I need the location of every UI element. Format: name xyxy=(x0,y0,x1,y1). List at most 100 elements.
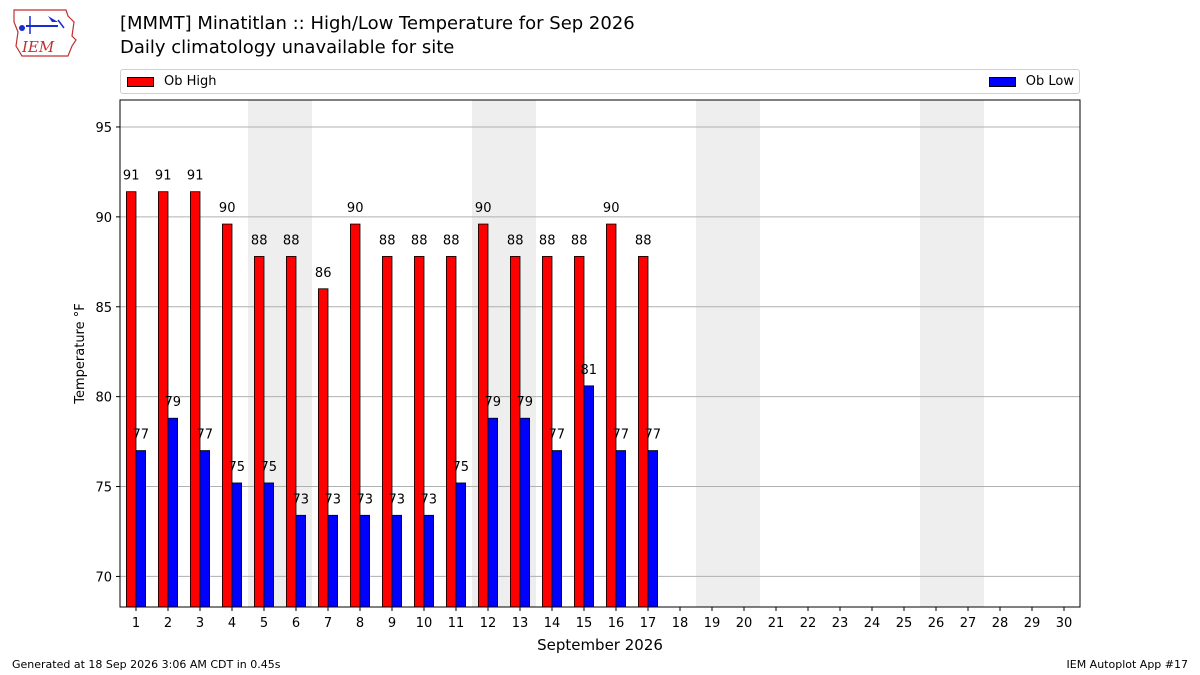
x-tick-label: 13 xyxy=(512,616,529,631)
x-tick-label: 3 xyxy=(196,616,204,631)
bar-label-high: 90 xyxy=(475,201,492,216)
iem-logo: IEM xyxy=(8,6,80,58)
bar-low xyxy=(231,482,242,608)
bar-label-high: 88 xyxy=(635,233,652,248)
bar-label-low: 75 xyxy=(261,460,278,475)
bar-low xyxy=(359,514,371,608)
bar-label-low: 77 xyxy=(197,428,214,443)
x-tick-label: 20 xyxy=(736,616,753,631)
bar-label-high: 88 xyxy=(571,233,588,248)
bar-high xyxy=(285,256,297,608)
logo-text: IEM xyxy=(21,38,55,56)
y-tick-label: 70 xyxy=(95,570,112,585)
bar-label-low: 77 xyxy=(645,428,662,443)
x-tick-label: 16 xyxy=(608,616,625,631)
x-tick-label: 2 xyxy=(164,616,172,631)
legend: Ob High Ob Low xyxy=(120,69,1080,94)
x-tick-label: 14 xyxy=(544,616,561,631)
legend-swatch-low xyxy=(988,77,1016,87)
x-tick-label: 27 xyxy=(960,616,977,631)
x-tick-label: 21 xyxy=(768,616,785,631)
x-tick-label: 17 xyxy=(640,616,657,631)
bar-label-low: 81 xyxy=(581,363,598,378)
x-tick-label: 12 xyxy=(480,616,497,631)
bar-label-low: 79 xyxy=(165,395,182,410)
bar-low xyxy=(263,482,275,608)
x-tick-label: 10 xyxy=(416,616,433,631)
y-tick-label: 90 xyxy=(95,211,112,226)
x-tick-label: 4 xyxy=(228,616,236,631)
x-tick-label: 8 xyxy=(356,616,364,631)
y-tick-label: 75 xyxy=(95,481,112,496)
bar-label-high: 88 xyxy=(507,233,524,248)
x-tick-label: 26 xyxy=(928,616,945,631)
bar-label-low: 79 xyxy=(485,395,502,410)
bar-low xyxy=(423,514,435,608)
x-tick-label: 11 xyxy=(448,616,465,631)
bar-high xyxy=(189,191,201,608)
bar-low xyxy=(519,417,531,608)
bar-low xyxy=(199,450,210,608)
x-tick-label: 7 xyxy=(324,616,332,631)
legend-item-low: Ob Low xyxy=(988,74,1074,90)
bar-label-high: 88 xyxy=(379,233,396,248)
x-tick-label: 25 xyxy=(896,616,913,631)
bar-label-low: 73 xyxy=(421,492,438,507)
generated-note: Generated at 18 Sep 2026 3:06 AM CDT in … xyxy=(12,658,281,671)
bar-high xyxy=(126,191,137,608)
bar-low xyxy=(327,514,339,608)
chart-subtitle: Daily climatology unavailable for site xyxy=(120,37,455,58)
legend-swatch-high xyxy=(127,77,154,87)
bar-label-low: 75 xyxy=(229,460,246,475)
bar-high xyxy=(606,223,617,608)
bar-high xyxy=(477,223,489,608)
bar-label-low: 73 xyxy=(325,492,342,507)
bar-low xyxy=(135,450,146,608)
chart-title: [MMMT] Minatitlan :: High/Low Temperatur… xyxy=(120,13,635,34)
x-tick-label: 22 xyxy=(800,616,817,631)
bar-label-low: 73 xyxy=(293,492,310,507)
x-tick-label: 9 xyxy=(388,616,396,631)
bar-label-low: 75 xyxy=(453,460,470,475)
bar-low xyxy=(615,450,627,608)
bar-low xyxy=(487,417,499,608)
bar-low xyxy=(551,450,563,608)
y-axis-label: Temperature °F xyxy=(73,303,88,404)
bar-label-low: 73 xyxy=(389,492,406,507)
x-tick-label: 24 xyxy=(864,616,881,631)
plot-frame xyxy=(119,99,1081,608)
weekend-band xyxy=(696,100,760,607)
bar-high xyxy=(381,256,393,608)
bar-high xyxy=(349,223,361,608)
bar-label-high: 88 xyxy=(411,233,428,248)
bar-low xyxy=(167,417,178,608)
bar-low xyxy=(647,450,659,608)
bar-label-high: 88 xyxy=(283,233,300,248)
bar-high xyxy=(509,256,521,608)
x-tick-label: 28 xyxy=(992,616,1009,631)
x-tick-label: 15 xyxy=(576,616,593,631)
bar-label-high: 90 xyxy=(219,201,236,216)
x-tick-label: 30 xyxy=(1056,616,1073,631)
bar-label-high: 90 xyxy=(347,201,364,216)
bar-label-low: 79 xyxy=(517,395,534,410)
x-tick-label: 29 xyxy=(1024,616,1041,631)
bar-label-high: 91 xyxy=(187,169,204,184)
bar-label-low: 77 xyxy=(133,428,150,443)
y-tick-label: 80 xyxy=(95,391,112,406)
chart-title-block: [MMMT] Minatitlan :: High/Low Temperatur… xyxy=(120,12,635,60)
bar-label-low: 77 xyxy=(549,428,566,443)
bar-label-high: 91 xyxy=(155,169,172,184)
bar-label-low: 77 xyxy=(613,428,630,443)
x-tick-label: 6 xyxy=(292,616,300,631)
bar-label-high: 90 xyxy=(603,201,620,216)
y-tick-label: 95 xyxy=(95,121,112,136)
bar-label-high: 86 xyxy=(315,266,332,281)
bar-label-low: 73 xyxy=(357,492,374,507)
x-tick-label: 1 xyxy=(132,616,140,631)
app-credit: IEM Autoplot App #17 xyxy=(1066,658,1189,671)
bar-low xyxy=(455,482,467,608)
bar-label-high: 88 xyxy=(443,233,460,248)
x-tick-label: 23 xyxy=(832,616,849,631)
